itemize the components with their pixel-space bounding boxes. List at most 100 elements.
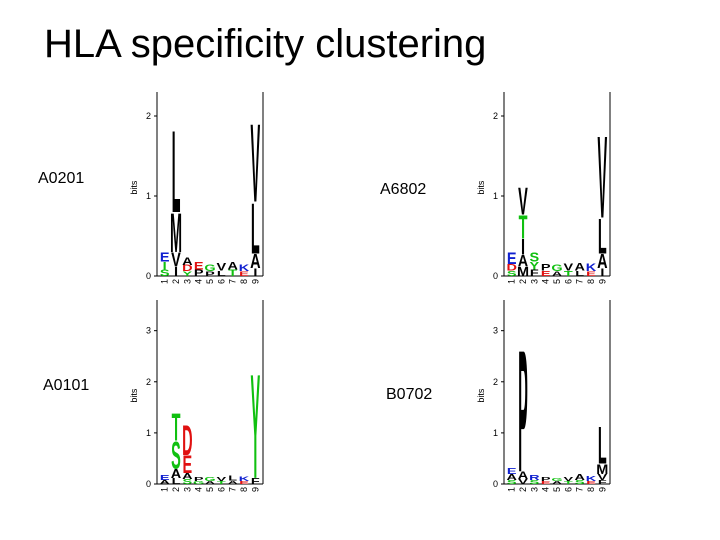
- svg-text:L: L: [172, 107, 181, 238]
- allele-label-b0702: B0702: [386, 386, 433, 403]
- y-tick-label: 0: [146, 271, 151, 281]
- logo-letter: P: [205, 271, 215, 278]
- logo-letter: E: [239, 480, 249, 485]
- logo-letter: G: [193, 480, 204, 485]
- svg-text:G: G: [551, 263, 562, 273]
- svg-text:P: P: [541, 476, 551, 482]
- logo-letter: S: [530, 479, 540, 485]
- svg-text:V: V: [171, 248, 181, 271]
- svg-text:G: G: [193, 480, 204, 485]
- svg-text:I: I: [521, 234, 525, 259]
- logo-letter: E: [160, 474, 170, 481]
- svg-text:P: P: [205, 271, 215, 278]
- x-tick-label: 7: [228, 487, 238, 492]
- svg-text:V: V: [564, 262, 574, 273]
- logo-letter: Y: [251, 344, 261, 510]
- svg-text:P: P: [518, 315, 528, 509]
- svg-text:G: G: [204, 476, 215, 482]
- logo-letter: L: [228, 475, 237, 482]
- y-tick-label: 2: [146, 111, 151, 121]
- logo-letter: S: [530, 249, 540, 264]
- logo-letter: T: [172, 406, 181, 450]
- svg-text:T: T: [564, 480, 573, 485]
- allele-label-a0201: A0201: [38, 170, 85, 187]
- y-tick-label: 1: [146, 428, 151, 438]
- logo-letter: P: [194, 268, 204, 278]
- logo-letter: T: [564, 269, 573, 278]
- svg-text:P: P: [541, 262, 551, 272]
- x-tick-label: 5: [205, 279, 215, 284]
- svg-text:L: L: [575, 269, 584, 278]
- svg-text:K: K: [239, 263, 250, 273]
- logo-letter: S: [507, 479, 517, 485]
- logo-letter: A: [552, 271, 562, 278]
- svg-text:S: S: [530, 479, 540, 485]
- svg-text:T: T: [519, 210, 528, 246]
- logo-letter: E: [239, 271, 249, 278]
- logo-letter: I: [253, 266, 257, 279]
- logo-letter: G: [551, 263, 562, 273]
- x-tick-label: 2: [171, 487, 181, 492]
- logo-letter: V: [217, 476, 228, 482]
- svg-text:T: T: [564, 269, 573, 278]
- logo-letter: E: [160, 249, 170, 264]
- y-tick-label: 1: [493, 428, 498, 438]
- svg-text:G: G: [204, 263, 215, 273]
- svg-text:A: A: [205, 480, 216, 485]
- svg-text:Y: Y: [183, 271, 193, 278]
- svg-text:V: V: [518, 180, 528, 224]
- y-tick-label: 1: [493, 191, 498, 201]
- logo-letter: I: [163, 259, 167, 272]
- logo-letter: A: [227, 480, 238, 486]
- svg-text:S: S: [507, 269, 517, 278]
- sequence-logo-a0101: bits 0 1 2 3 1 2 3 4 5 6 7 8 9 A E L A S T S A E D G P A G T V A L E K F Y: [125, 298, 270, 510]
- x-tick-label: 6: [563, 279, 573, 284]
- svg-text:K: K: [586, 475, 597, 482]
- svg-text:E: E: [239, 271, 249, 278]
- svg-text:S: S: [183, 478, 193, 485]
- svg-text:A: A: [597, 250, 608, 273]
- x-tick-label: 9: [597, 487, 607, 492]
- logo-letter: A: [182, 471, 193, 481]
- x-tick-label: 6: [563, 487, 573, 492]
- logo-letter: V: [564, 262, 574, 273]
- logo-letter: A: [574, 260, 584, 273]
- svg-text:A: A: [171, 467, 182, 481]
- svg-text:S: S: [575, 479, 585, 485]
- logo-letter: G: [551, 477, 562, 483]
- svg-text:E: E: [183, 452, 193, 479]
- x-tick-label: 4: [194, 487, 204, 492]
- logo-letter: G: [204, 476, 215, 482]
- svg-text:A: A: [518, 253, 528, 271]
- logo-letter: E: [194, 259, 204, 272]
- svg-text:V: V: [518, 478, 528, 485]
- svg-text:L: L: [217, 269, 226, 278]
- logo-letter: V: [171, 248, 181, 271]
- logo-letter: I: [600, 266, 604, 279]
- logo-letter: M: [517, 264, 529, 279]
- svg-text:A: A: [574, 472, 585, 482]
- logo-letter: F: [251, 476, 260, 486]
- logo-letter: E: [586, 271, 596, 278]
- svg-text:S: S: [171, 434, 181, 478]
- x-tick-label: 2: [171, 279, 181, 284]
- logo-letter: M: [596, 462, 608, 478]
- x-tick-label: 1: [507, 279, 517, 284]
- logo-letter: T: [564, 480, 573, 485]
- logo-letter: A: [506, 472, 517, 482]
- logo-letter: A: [182, 254, 192, 267]
- logo-letter: A: [171, 467, 182, 481]
- logo-letter: L: [575, 269, 584, 278]
- svg-text:A: A: [574, 260, 584, 273]
- svg-text:P: P: [194, 268, 204, 278]
- logo-letter: S: [183, 478, 193, 485]
- logo-letter: T: [228, 268, 238, 278]
- logo-letter: Y: [183, 271, 193, 278]
- logo-letter: V: [564, 476, 575, 482]
- logo-letter: V: [518, 180, 528, 224]
- y-tick-label: 0: [493, 479, 498, 489]
- x-tick-label: 9: [250, 487, 260, 492]
- x-tick-label: 7: [575, 279, 585, 284]
- svg-text:E: E: [194, 259, 204, 272]
- svg-text:A: A: [552, 271, 562, 278]
